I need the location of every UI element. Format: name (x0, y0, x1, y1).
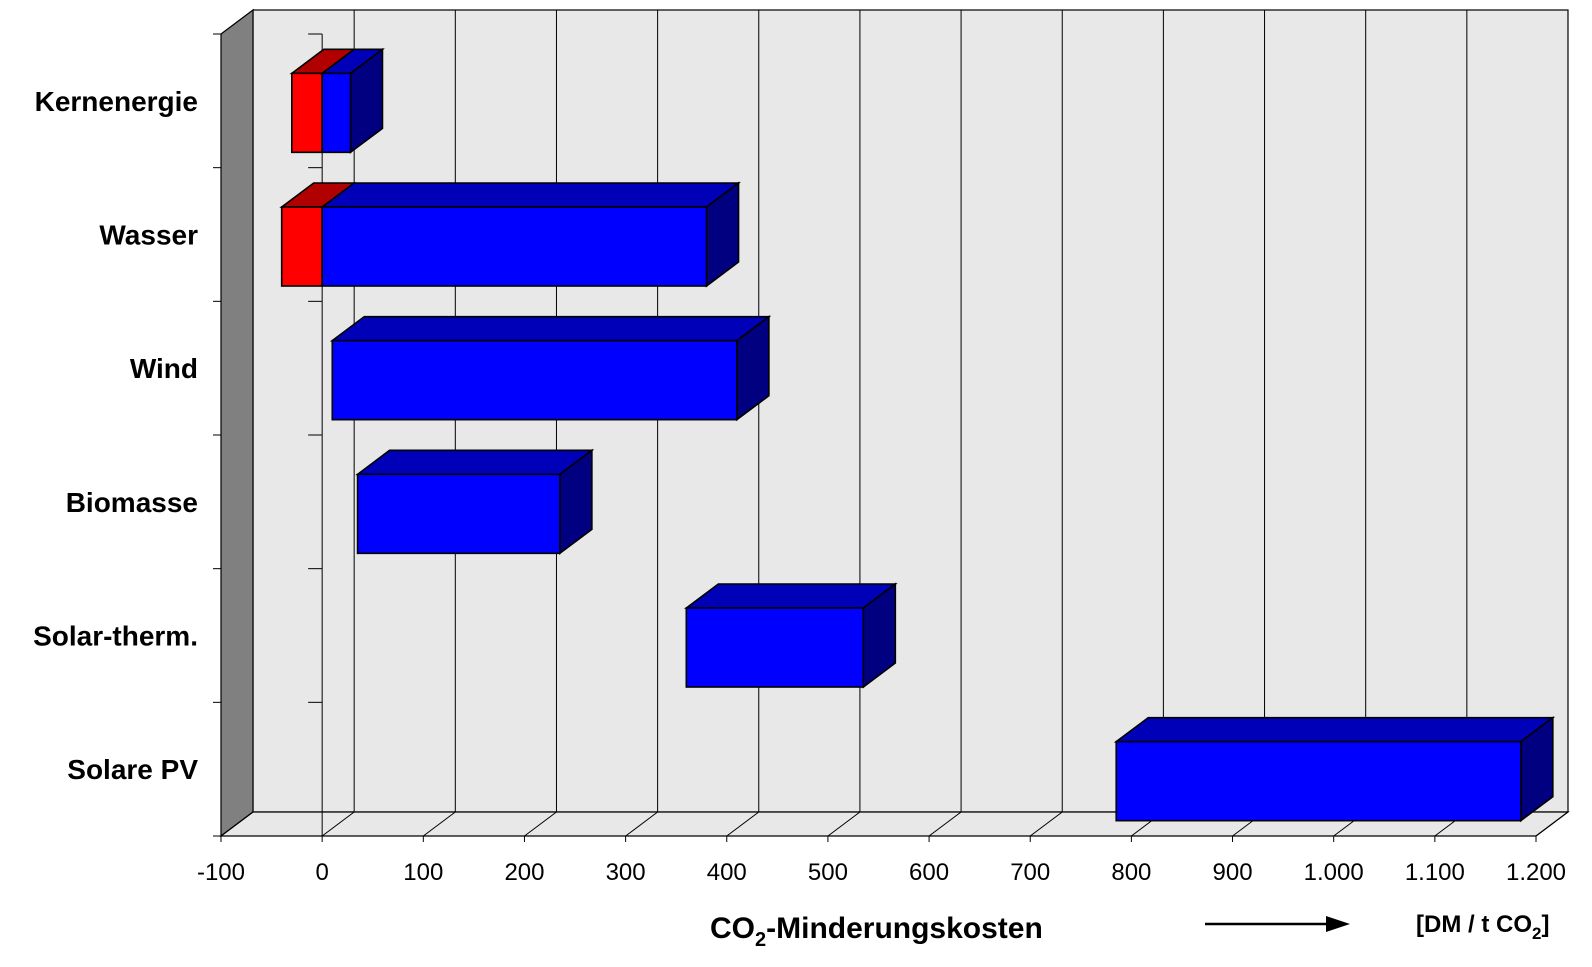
x-tick-label: 0 (315, 859, 328, 886)
floor-gridline (1029, 811, 1063, 837)
x-tick-label: 600 (909, 859, 949, 886)
bar-blue (329, 315, 772, 422)
floor-gridline (625, 811, 658, 837)
bar-blue (319, 181, 741, 288)
x-tick-label: 1.200 (1506, 859, 1566, 886)
x-tick-label: 700 (1010, 859, 1050, 886)
bar-blue-top (319, 182, 741, 208)
bar-blue-front (331, 339, 738, 421)
x-tick-label: 100 (403, 859, 443, 886)
bar-blue-top (329, 315, 772, 342)
bars (279, 47, 1556, 823)
bar-blue (1113, 716, 1556, 823)
floor-gridline (321, 811, 355, 837)
bar-blue-front (685, 607, 865, 688)
bar-blue-top (1113, 716, 1556, 743)
bar-blue-front (356, 473, 561, 555)
category-label: Wind (130, 353, 198, 384)
bar-blue-front (321, 72, 352, 154)
floor-gridline (827, 811, 861, 837)
category-label: Biomasse (66, 487, 198, 518)
x-tick-label: -100 (197, 859, 245, 886)
x-axis-title: CO2-Minderungskosten (710, 912, 1043, 951)
bar-blue (355, 448, 595, 555)
category-label: Wasser (99, 220, 198, 251)
floor-gridline (928, 811, 962, 837)
x-tick-label: 1.100 (1405, 859, 1465, 886)
axis-direction-arrow (1205, 916, 1350, 932)
x-tick-label: 1.000 (1304, 859, 1364, 886)
x-tick-label: 800 (1111, 859, 1151, 886)
bar-blue-front (321, 206, 708, 287)
floor-gridline (1535, 811, 1569, 837)
bar-blue-front (1115, 740, 1522, 822)
bar-blue (683, 582, 898, 689)
category-labels: Kernenergie Wasser Wind Biomasse Solar-therm… (33, 86, 198, 785)
x-tick-label: 300 (606, 859, 646, 886)
side-wall (220, 8, 254, 838)
category-label: Solar-therm. (33, 621, 198, 652)
x-tick-label: 900 (1213, 859, 1253, 886)
category-label: Kernenergie (35, 86, 198, 117)
bar-blue (319, 47, 385, 154)
category-label: Solare PV (67, 754, 198, 785)
x-tick-label: 200 (504, 859, 544, 886)
bar-red-front (280, 206, 323, 287)
floor-gridline (524, 811, 557, 837)
floor-gridline (220, 811, 254, 837)
bar-red-front (291, 72, 323, 154)
floor-gridline (726, 811, 760, 837)
x-tick-label: 400 (707, 859, 747, 886)
bar-red (279, 182, 357, 287)
bar-blue-top (355, 449, 595, 476)
bar-blue-top (683, 583, 898, 609)
unit-label: [DM / t CO2] (1416, 911, 1549, 943)
x-tick-labels: -100 0 100 200 300 400 500 600 700 800 900 1.000 1.1… (197, 859, 1566, 886)
floor-gridline (423, 811, 456, 837)
x-tick-label: 500 (808, 859, 848, 886)
